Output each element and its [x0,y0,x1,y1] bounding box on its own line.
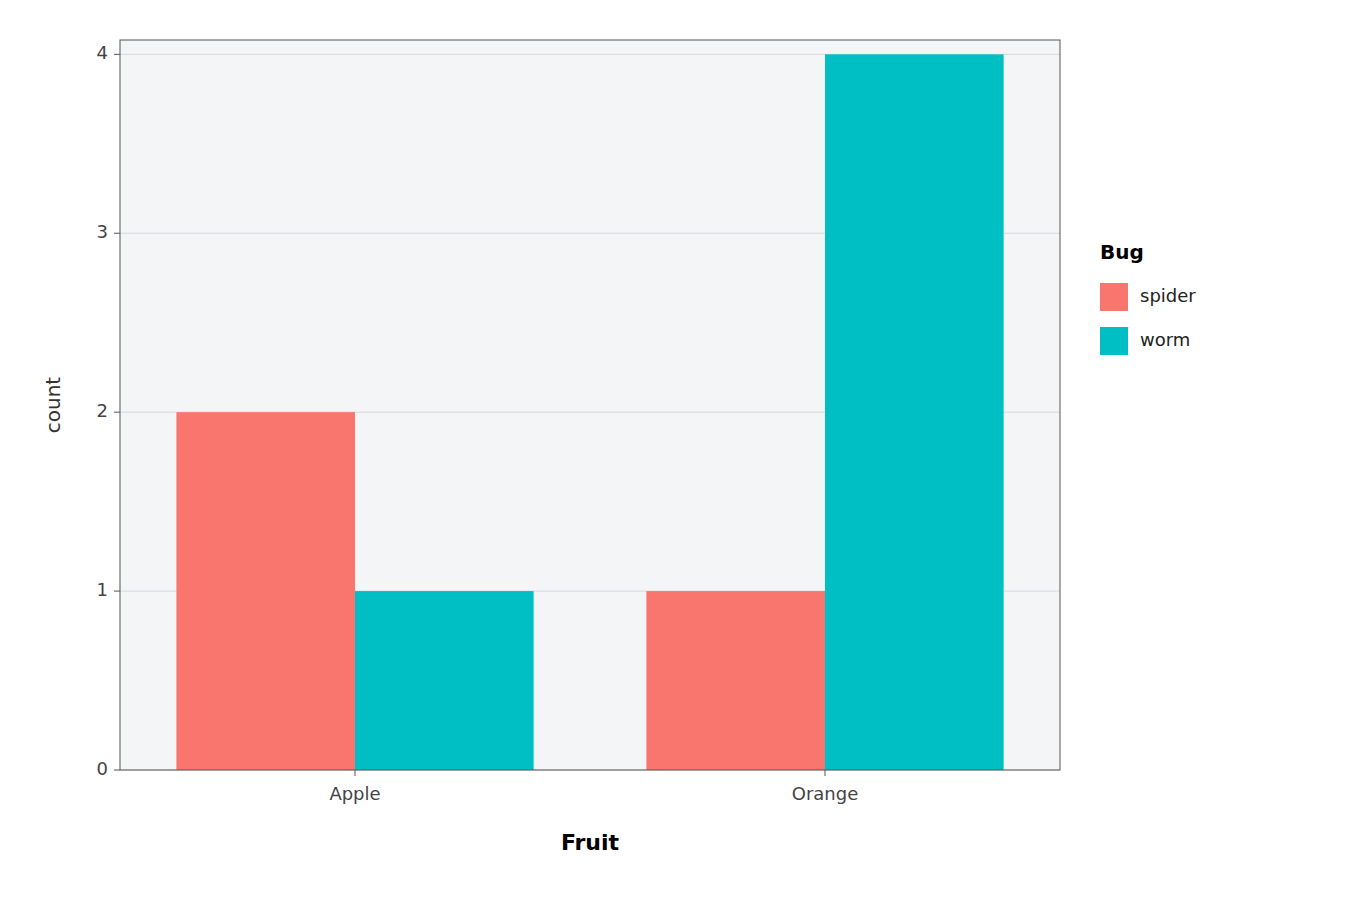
y-tick-label: 4 [97,42,108,63]
plot-background [120,40,1060,770]
bars [176,54,1003,770]
y-axis: 0 1 2 3 4 [97,42,120,779]
y-tick [114,54,120,55]
legend: Bug spider worm [1100,240,1196,355]
legend-label: worm [1140,329,1190,350]
bar [176,412,355,770]
y-tick [114,770,120,771]
y-tick-label: 0 [97,758,108,779]
legend-swatch [1100,283,1128,311]
y-tick-label: 1 [97,579,108,600]
bar [355,591,534,770]
x-tick [355,770,356,776]
chart-svg: 0 1 2 3 4 Apple Orange Fruit count Bug spider worm [0,0,1350,900]
legend-title: Bug [1100,240,1144,264]
y-tick-label: 3 [97,221,108,242]
y-tick [114,233,120,234]
x-axis-label: Fruit [561,830,620,855]
legend-label: spider [1140,285,1196,306]
x-axis: Apple Orange [329,770,858,804]
y-tick [114,412,120,413]
chart-container: 0 1 2 3 4 Apple Orange Fruit count Bug spider worm [0,0,1350,900]
bar [646,591,825,770]
y-tick-label: 2 [97,400,108,421]
y-tick [114,591,120,592]
x-tick [825,770,826,776]
plot-frame [120,40,1060,770]
x-tick-label: Orange [792,783,859,804]
legend-swatch [1100,327,1128,355]
x-tick-label: Apple [329,783,380,804]
bar [825,54,1004,770]
y-axis-label: count [41,377,65,434]
grid [120,54,1060,770]
